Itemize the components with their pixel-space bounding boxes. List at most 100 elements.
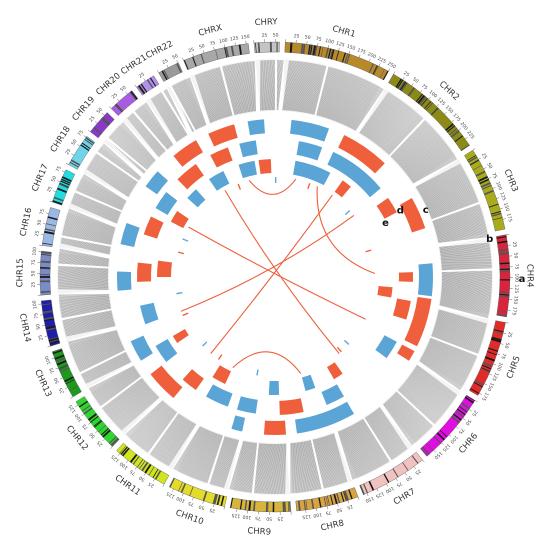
scale-tick [84, 136, 86, 138]
scale-tick [163, 484, 164, 487]
scale-tick-label: 25 [34, 230, 41, 237]
copy-loss-block [120, 223, 139, 247]
copy-gain-block [212, 365, 231, 384]
scale-tick [328, 45, 329, 48]
scale-tick-label: 125 [374, 490, 385, 499]
scale-tick-label: 50 [88, 431, 96, 439]
scale-tick-label: 50 [503, 342, 510, 349]
scale-tick-label: 150 [364, 495, 374, 504]
scale-tick-label: 150 [485, 381, 494, 392]
copy-loss-block [375, 335, 397, 358]
copy-gain-block [137, 263, 152, 282]
scale-tick-label: 25 [147, 480, 155, 488]
scale-tick [500, 344, 503, 345]
scale-tick-label: 75 [129, 468, 137, 476]
scale-tick [82, 414, 84, 416]
cnv-mark [182, 238, 188, 242]
panel-label-c: c [423, 205, 429, 216]
scale-tick-label: 50 [53, 377, 61, 385]
cnv-mark [345, 210, 350, 215]
scale-tick-label: 25 [470, 409, 478, 417]
scale-tick [172, 489, 173, 492]
translocation-link [317, 186, 375, 273]
scale-tick-label: 50 [119, 85, 127, 93]
scale-tick [327, 506, 328, 509]
chromosome-label: CHR4 [524, 264, 534, 288]
scale-tick-label: 100 [74, 412, 84, 423]
scale-tick [53, 191, 56, 192]
scale-tick-label: 100 [31, 247, 38, 256]
scale-tick-label: 50 [35, 323, 42, 330]
scale-tick-label: 175 [480, 391, 490, 402]
scale-tick-label: 175 [511, 306, 518, 316]
scale-tick-label: 250 [386, 61, 397, 71]
scale-tick [60, 378, 63, 379]
copy-gain-block [393, 299, 411, 320]
copy-gain-block [144, 217, 164, 239]
copy-gain-block [259, 159, 272, 174]
scale-tick [102, 113, 104, 115]
ideogram-chr9 [230, 498, 291, 512]
scale-tick-label: 75 [490, 172, 498, 180]
chromosome-label: CHRX [197, 23, 223, 39]
scale-tick-label: 50 [404, 474, 412, 482]
scale-tick-label: 25 [38, 334, 45, 341]
scale-tick [484, 384, 487, 385]
translocation-link [225, 190, 339, 353]
scale-tick-label: 125 [335, 40, 345, 48]
scale-tick-label: 125 [230, 35, 240, 42]
cytoband [40, 274, 50, 275]
scale-tick-label: 100 [313, 511, 323, 518]
scale-tick [144, 473, 146, 476]
scale-tick [394, 71, 396, 74]
scale-tick-label: 150 [433, 450, 444, 460]
scale-tick [387, 484, 388, 487]
scale-tick [420, 90, 422, 92]
scale-tick [182, 493, 183, 496]
scale-tick [192, 497, 193, 500]
scale-tick-label: 100 [32, 300, 39, 309]
scale-tick-label: 150 [502, 202, 510, 212]
scale-tick [497, 198, 500, 199]
copy-loss-block [146, 171, 168, 194]
scale-tick [358, 497, 359, 500]
scale-tick [109, 106, 111, 108]
scale-tick-label: 150 [512, 295, 519, 304]
scale-tick [65, 387, 68, 388]
copy-gain-block [210, 147, 232, 167]
scale-tick-label: 50 [273, 32, 279, 38]
scale-tick [377, 489, 378, 492]
scale-tick [95, 431, 97, 433]
cytoband [500, 270, 510, 272]
scale-tick [500, 208, 503, 209]
copy-loss-block [293, 161, 330, 185]
scale-tick-label: 175 [356, 47, 366, 56]
scale-tick-label: 75 [420, 83, 428, 91]
cnv-mark [238, 184, 241, 190]
scale-tick [117, 99, 119, 101]
copy-loss-block [269, 381, 279, 395]
scale-tick-label: 125 [490, 371, 499, 382]
copy-loss-block [187, 189, 205, 207]
scale-tick-label: 125 [302, 513, 312, 520]
chromosome-label: CHR1 [331, 24, 356, 40]
copy-loss-block [140, 303, 158, 324]
copy-gain-block [171, 211, 189, 228]
scale-tick [41, 234, 44, 235]
scale-tick-label: 100 [44, 355, 53, 365]
scale-tick-label: 100 [119, 460, 130, 470]
scale-tick [469, 409, 471, 411]
copy-gain-block [397, 345, 414, 361]
scale-tick [423, 460, 425, 462]
copy-gain-block [399, 272, 413, 282]
scale-tick-label: 75 [33, 312, 40, 319]
copy-loss-block [155, 192, 177, 215]
scale-tick [235, 42, 236, 45]
scale-tick-label: 50 [30, 270, 36, 276]
scale-tick-label: 100 [449, 434, 459, 445]
scale-tick [489, 374, 492, 375]
scale-tick-label: 125 [165, 490, 176, 499]
chromosome-label: CHR14 [17, 313, 33, 343]
scale-tick-label: 25 [261, 33, 267, 39]
scale-tick [405, 473, 407, 475]
